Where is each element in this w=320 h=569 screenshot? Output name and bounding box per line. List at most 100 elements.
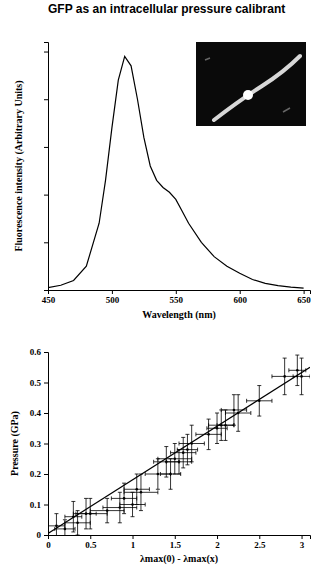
data-point [106,509,109,512]
y-tick: 0.5 [30,378,48,388]
x-tick: 450 [42,290,56,305]
y-tick-label: 0 [37,530,42,540]
x-tick: 2.5 [254,535,266,550]
y-tick [44,52,48,53]
y-tick-mark [44,52,48,53]
x-tick-mark [90,535,91,539]
x-tick-label: 0 [46,540,51,550]
inset-speck [205,58,290,112]
x-tick: 1 [131,535,136,550]
y-tick-mark [44,352,48,353]
x-tick-mark [217,535,218,539]
y-axis-title: Pressure (GPa) [9,411,21,476]
y-tick [44,290,48,291]
data-point [283,375,286,378]
x-tick: 600 [233,290,247,305]
x-error-bar [65,521,90,525]
y-tick-mark [44,242,48,243]
x-error-bar [196,432,221,436]
x-tick: 2 [215,535,220,550]
data-point [135,488,138,491]
data-point [224,424,227,427]
x-tick: 650 [297,290,311,305]
x-tick-label: 0.5 [85,540,97,550]
data-point [182,451,185,454]
y-tick: 0.6 [30,347,48,357]
x-tick-mark [302,535,303,539]
y-tick: 0 [37,530,49,540]
y-tick-label: 0.4 [30,408,42,418]
x-axis-title: λmax(0) - λmax(x) [140,553,218,565]
data-point [119,506,122,509]
data-point [173,457,176,460]
x-error-bar [166,460,191,464]
data-point [89,512,92,515]
y-tick [44,242,48,243]
data-point [64,528,67,531]
x-error-bar [124,487,149,491]
data-line [48,367,310,533]
y-tick [44,195,48,196]
inset-background [196,42,306,126]
x-axis: 450 500 550 600 650 [42,290,312,305]
x-tick: 0.5 [85,535,97,550]
data-point [296,369,299,372]
x-axis-title: Wavelength (nm) [142,309,216,321]
y-tick-label: 0.6 [30,347,42,357]
x-tick: 0 [46,535,51,550]
data-point [169,473,172,476]
x-tick-mark [240,290,241,294]
data-point [157,473,160,476]
y-tick-mark [44,535,48,536]
y-tick-label: 0.5 [30,378,42,388]
x-tick-mark [112,290,113,294]
x-axis: 0 0.5 1 1.5 2 2.5 3 [46,535,310,550]
x-tick: 1.5 [170,535,182,550]
y-tick [44,147,48,148]
y-tick-label: 0.3 [30,439,42,449]
y-tick: 0.1 [30,500,48,510]
x-error-bar [120,503,145,507]
x-tick-label: 1.5 [170,540,182,550]
y-axis [44,43,49,291]
x-tick-mark [133,535,134,539]
data-point [186,448,189,451]
data-point [55,525,58,528]
y-tick-mark [44,383,48,384]
x-tick-mark [175,535,176,539]
data-point [131,503,134,506]
y-tick-mark [44,147,48,148]
y-tick-mark [44,413,48,414]
data-point [76,522,79,525]
y-tick: 0.3 [30,439,48,449]
x-tick-mark [176,290,177,294]
x-error-bar [90,509,124,513]
x-tick-mark [304,290,305,294]
y-tick-mark [44,195,48,196]
x-tick-label: 650 [297,295,311,305]
y-axis-line [44,43,49,291]
x-tick: 3 [300,535,305,550]
y-tick-mark [44,505,48,506]
x-tick-label: 500 [106,295,120,305]
x-error-bar [111,496,136,500]
x-tick-label: 550 [170,295,184,305]
y-tick: 0.2 [30,469,48,479]
y-tick-mark [44,444,48,445]
data-point [123,497,126,500]
y-tick-label: 0.2 [30,469,42,479]
x-tick: 550 [170,290,184,305]
y-axis: 0 0.1 0.2 0.3 0.4 0.5 0.6 [30,347,49,540]
x-tick-label: 1 [131,540,136,550]
y-axis-line [44,353,49,536]
y-tick-mark [44,99,48,100]
y-tick-mark [44,290,48,291]
x-tick-mark [259,535,260,539]
y-tick: 0.4 [30,408,48,418]
inset-spot [243,90,253,100]
figure-title: GFP as an intracellular pressure calibra… [3,2,303,17]
figure: 450500550600650Wavelength (nm)Fluorescen… [0,0,320,569]
y-tick-label: 0.1 [30,500,42,510]
data-point [300,375,303,378]
plot-area [48,355,310,535]
